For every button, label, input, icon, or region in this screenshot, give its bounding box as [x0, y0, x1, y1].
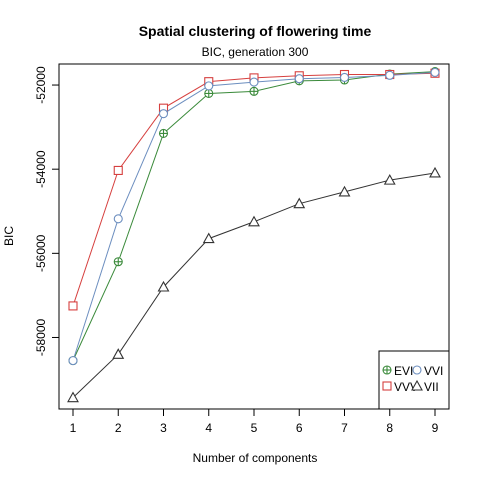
y-tick-label: -52000 [34, 66, 48, 104]
chart-subtitle: BIC, generation 300 [202, 45, 309, 59]
data-point-vii [383, 173, 396, 185]
legend-label-evi: EVI [394, 364, 413, 378]
x-tick-label: 5 [251, 421, 258, 435]
data-point-vii [202, 232, 215, 244]
data-point-evi [158, 128, 169, 138]
legend-marker-vvv [382, 381, 392, 391]
data-point-vvi [204, 81, 214, 91]
legend-label-vii: VII [424, 380, 439, 394]
series-line-vvv [72, 72, 436, 307]
x-tick-label: 7 [341, 421, 348, 435]
x-tick-label: 3 [160, 421, 167, 435]
data-point-vii [429, 166, 441, 178]
data-point-vii [248, 215, 260, 227]
y-axis-label: BIC [2, 226, 16, 246]
axes: 1 2 3 4 5 6 7 8 9 -58000 -56000 -54000 -52000 [34, 63, 450, 435]
data-point-vvi [113, 214, 123, 224]
data-point-vii [293, 197, 306, 209]
data-point-vvi [249, 77, 259, 87]
y-tick-label: -56000 [34, 234, 48, 272]
data-point-evi [204, 88, 214, 99]
data-point-evi [249, 86, 259, 96]
data-point-vvi [158, 109, 169, 119]
data-point-evi [113, 257, 123, 267]
data-point-vvi [430, 67, 440, 77]
y-tick-label: -54000 [34, 150, 48, 188]
data-point-vii [112, 348, 125, 359]
x-tick-label: 2 [115, 421, 122, 435]
x-tick-label: 1 [70, 421, 77, 435]
data-point-vii [157, 280, 170, 292]
x-tick-label: 4 [205, 421, 212, 435]
x-tick-label: 6 [296, 421, 303, 435]
data-point-vvi [339, 72, 350, 83]
x-axis-label: Number of components [193, 451, 318, 465]
x-tick-label: 9 [432, 421, 439, 435]
legend-marker-vvi [412, 365, 422, 375]
y-tick-label: -58000 [34, 318, 48, 356]
data-point-vii [338, 185, 351, 197]
data-point-vvv [113, 165, 123, 175]
data-point-vii [67, 391, 79, 403]
data-point-vvi [385, 70, 395, 80]
legend-marker-vii [411, 379, 423, 391]
data-point-vvi [68, 356, 78, 366]
chart-title: Spatial clustering of flowering time [139, 23, 372, 39]
legend-label-vvi: VVI [424, 364, 443, 378]
data-point-vvi [294, 74, 304, 84]
series-layer [67, 67, 441, 403]
legend-marker-evi [382, 365, 392, 375]
legend-box [378, 350, 450, 410]
x-tick-label: 8 [386, 421, 393, 435]
data-point-vvv [68, 301, 78, 311]
